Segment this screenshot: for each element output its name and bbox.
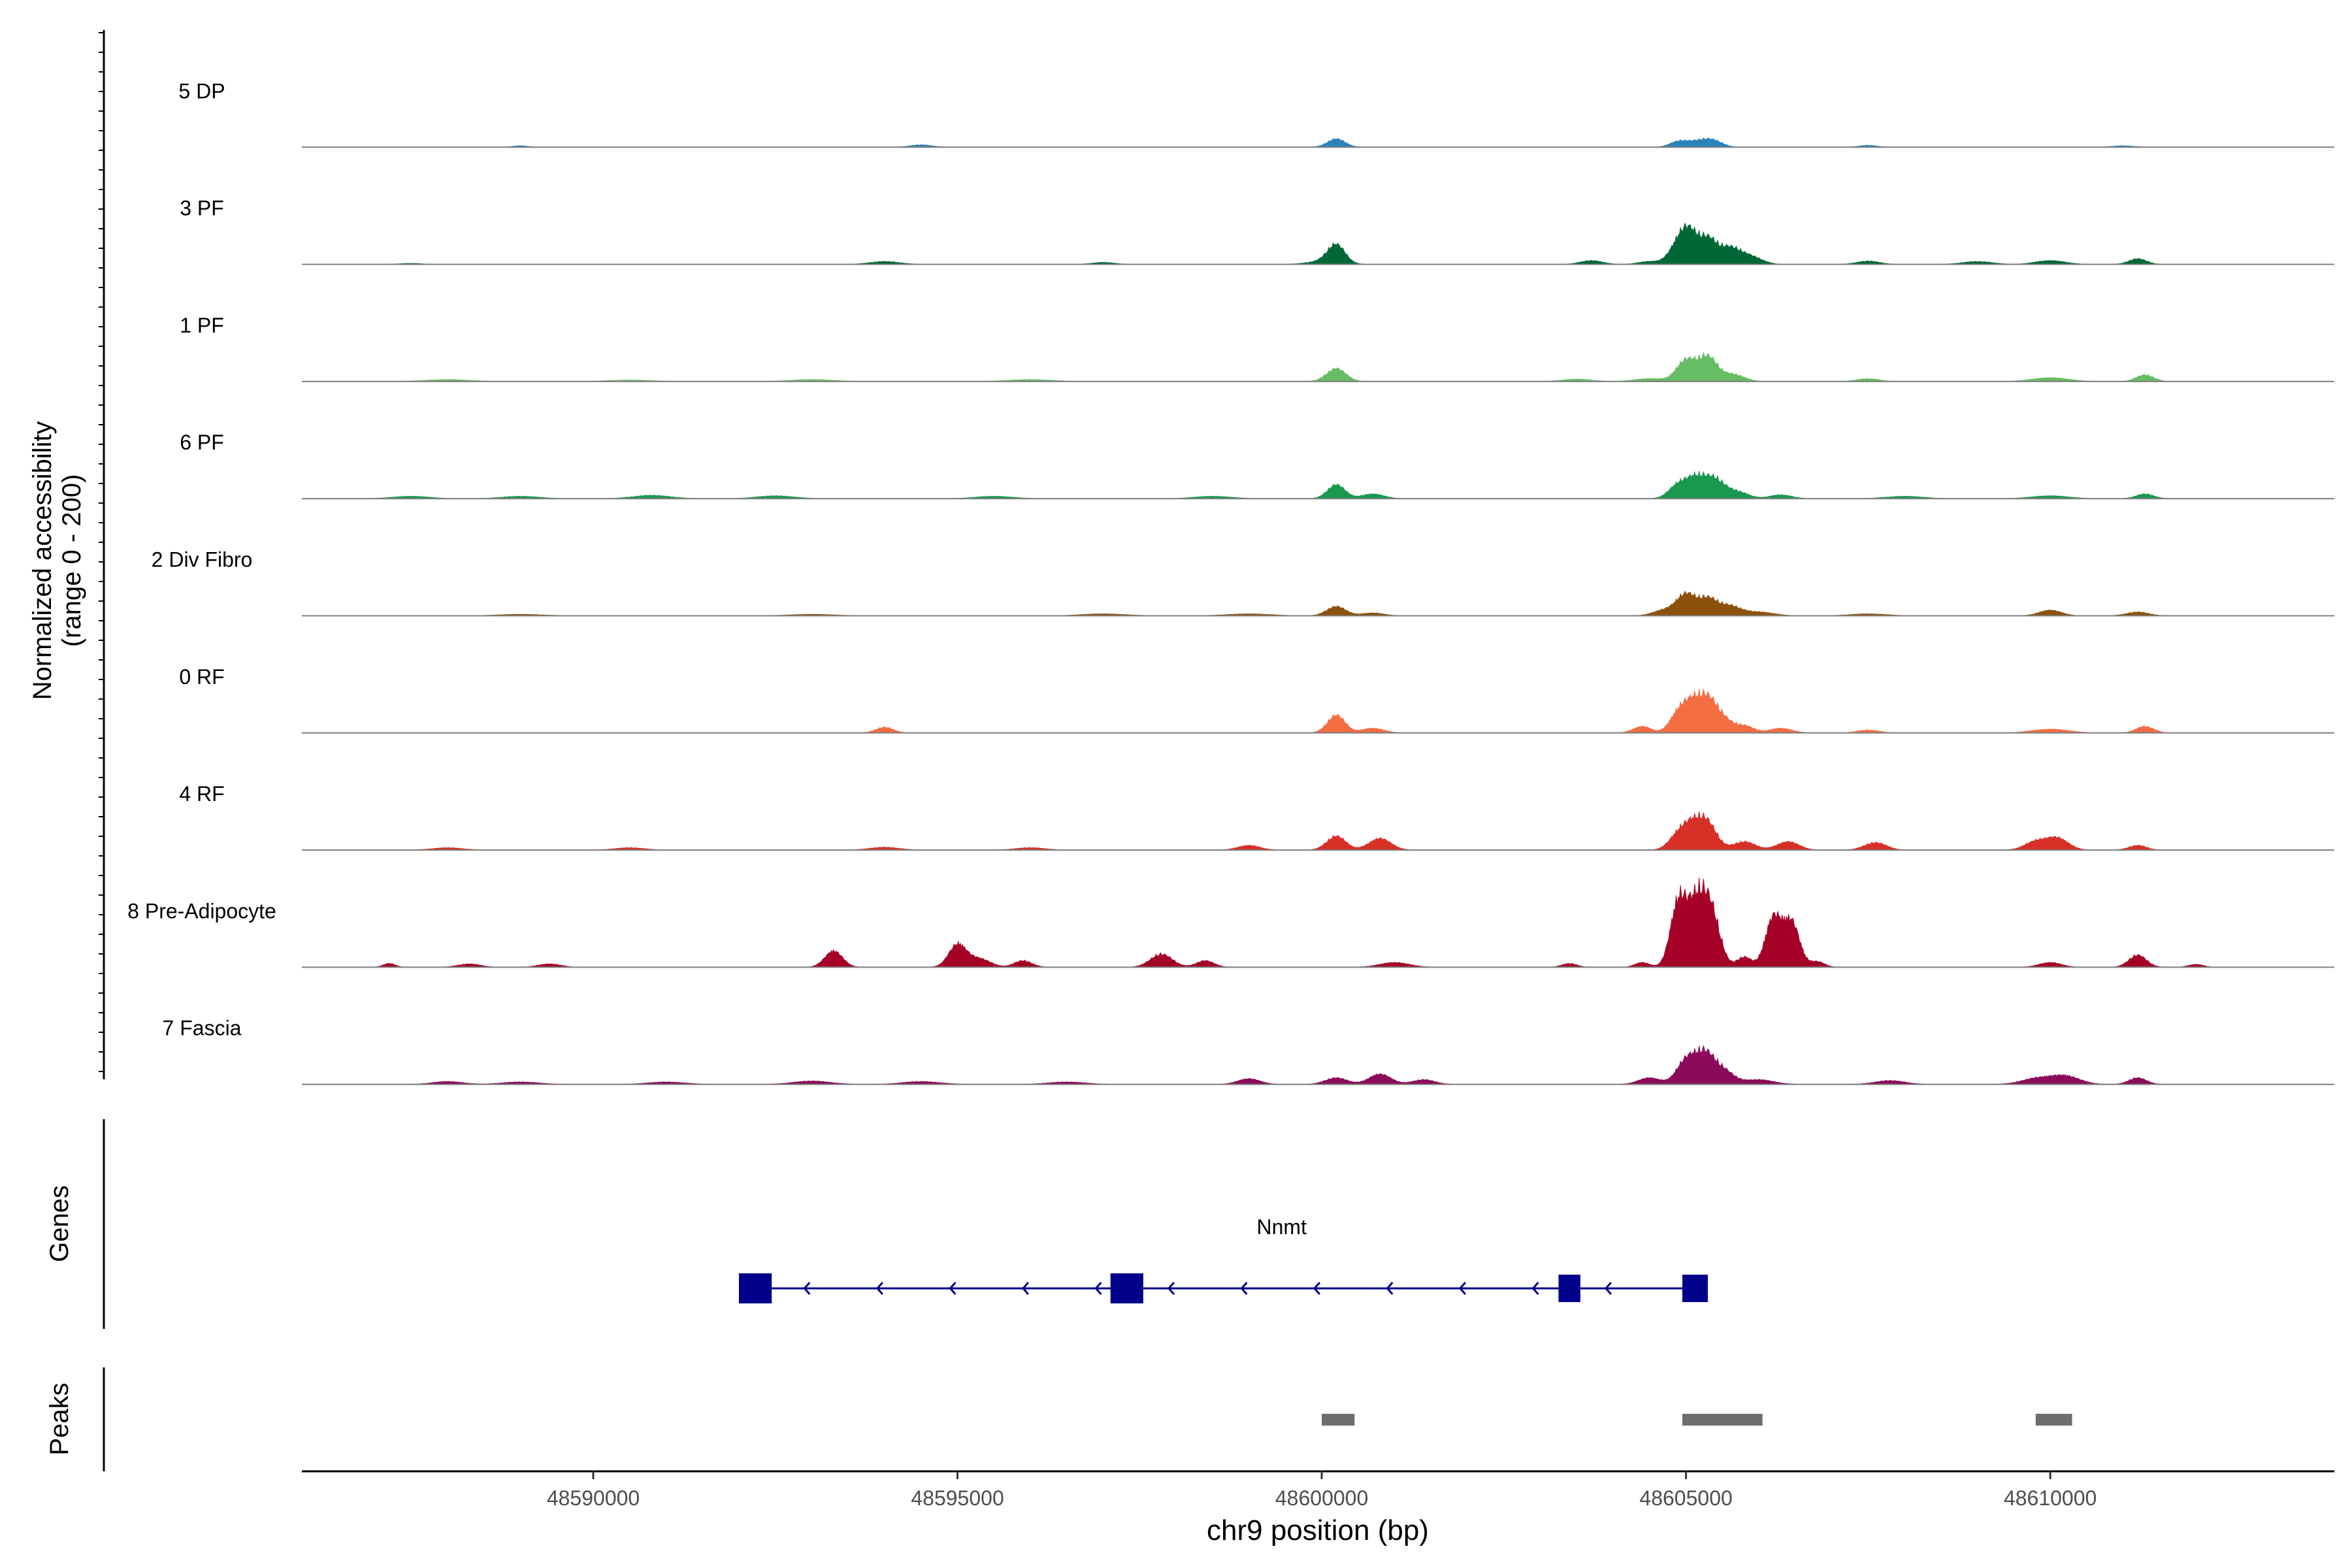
x-axis-ticks: 48590000 48595000 48600000 48605000 48610000 [547, 1471, 2097, 1510]
gene-track: Nnmt [739, 1215, 1708, 1303]
exon [1558, 1275, 1580, 1302]
exon [739, 1273, 772, 1303]
track-label: 4 RF [179, 782, 224, 806]
coverage-y-axis-ticks [99, 32, 104, 1072]
x-tick-label: 48590000 [547, 1486, 640, 1510]
x-tick-label: 48605000 [1639, 1486, 1732, 1510]
strand-arrow [1531, 1282, 1539, 1295]
track-label: 1 PF [180, 314, 224, 337]
track-6-pf: 6 PF [180, 431, 2334, 500]
strand-arrow [1167, 1282, 1175, 1295]
track-2-div-fibro: 2 Div Fibro [152, 548, 2334, 617]
track-label: 8 Pre-Adipocyte [127, 899, 276, 923]
x-axis-title: chr9 position (bp) [1207, 1514, 1429, 1546]
strand-arrow [1094, 1282, 1102, 1295]
track-5-dp: 5 DP [178, 79, 2334, 148]
strand-arrow [1021, 1282, 1030, 1295]
track-label: 6 PF [180, 431, 224, 454]
strand-arrow [1386, 1282, 1394, 1295]
peak-region [1682, 1414, 1763, 1426]
track-label: 3 PF [180, 197, 224, 220]
strand-arrow [803, 1282, 811, 1295]
strand-arrow [1313, 1282, 1321, 1295]
track-0-rf: 0 RF [179, 665, 2334, 734]
track-8-pre-adipocyte: 8 Pre-Adipocyte [127, 877, 2334, 968]
x-tick-label: 48600000 [1275, 1486, 1368, 1510]
gene-strand-arrows [803, 1282, 1612, 1295]
accessibility-tracks: 5 DP 3 PF 1 PF 6 PF 2 Div Fibro 0 RF 4 RF 8 Pre… [127, 79, 2334, 1085]
track-label: 5 DP [178, 79, 225, 103]
strand-arrow [1458, 1282, 1467, 1295]
genes-panel-label: Genes [45, 1185, 74, 1262]
y-axis-title-line2: (range 0 - 200) [57, 474, 86, 647]
peak-region [1322, 1414, 1355, 1426]
x-tick-label: 48610000 [2004, 1486, 2097, 1510]
track-1-pf: 1 PF [180, 314, 2334, 382]
track-3-pf: 3 PF [180, 197, 2334, 265]
x-tick-label: 48595000 [911, 1486, 1004, 1510]
strand-arrow [1604, 1282, 1612, 1295]
peak-region [2035, 1414, 2072, 1426]
peak-regions [1322, 1414, 2072, 1426]
track-label: 0 RF [179, 665, 224, 689]
peaks-panel-label: Peaks [45, 1382, 74, 1455]
exon [1682, 1275, 1708, 1302]
track-label: 2 Div Fibro [152, 548, 253, 572]
y-axis-title-line1: Normalized accessibility [28, 421, 57, 700]
strand-arrow [949, 1282, 956, 1295]
strand-arrow [1240, 1282, 1248, 1295]
strand-arrow [875, 1282, 884, 1295]
gene-name-label: Nnmt [1257, 1215, 1307, 1239]
gene-exons [739, 1273, 1708, 1303]
track-label: 7 Fascia [163, 1017, 242, 1040]
track-4-rf: 4 RF [179, 782, 2334, 851]
track-7-fascia: 7 Fascia [163, 1017, 2334, 1085]
exon [1110, 1273, 1143, 1303]
